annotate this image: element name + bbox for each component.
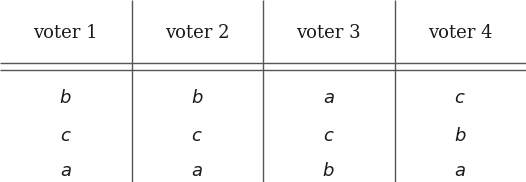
Text: $a$: $a$ bbox=[191, 162, 203, 180]
Text: voter 3: voter 3 bbox=[297, 24, 361, 42]
Text: $a$: $a$ bbox=[60, 162, 72, 180]
Text: $b$: $b$ bbox=[322, 162, 335, 180]
Text: voter 1: voter 1 bbox=[34, 24, 98, 42]
Text: $a$: $a$ bbox=[323, 89, 335, 107]
Text: $c$: $c$ bbox=[60, 127, 72, 145]
Text: $b$: $b$ bbox=[59, 89, 72, 107]
Text: voter 2: voter 2 bbox=[165, 24, 229, 42]
Text: $c$: $c$ bbox=[191, 127, 203, 145]
Text: $a$: $a$ bbox=[454, 162, 466, 180]
Text: $c$: $c$ bbox=[454, 89, 466, 107]
Text: $b$: $b$ bbox=[191, 89, 204, 107]
Text: voter 4: voter 4 bbox=[428, 24, 492, 42]
Text: $b$: $b$ bbox=[454, 127, 467, 145]
Text: $c$: $c$ bbox=[323, 127, 335, 145]
